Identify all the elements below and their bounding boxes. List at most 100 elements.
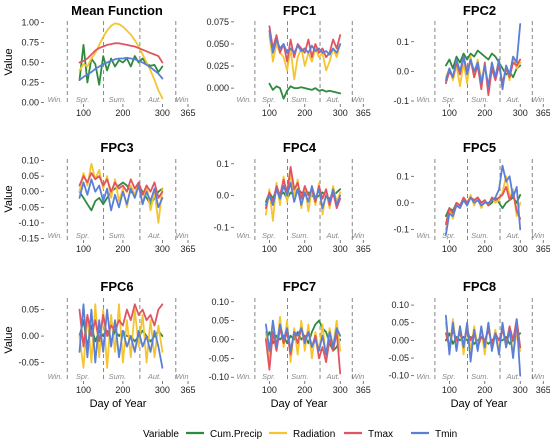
season-label: Spr. <box>262 95 275 104</box>
y-tick-label: 0.05 <box>391 318 409 328</box>
y-tick-label: -0.05 <box>388 353 409 363</box>
series-line-tmax <box>78 42 164 64</box>
season-label: Win. <box>48 372 63 381</box>
x-tick-label: 300 <box>155 108 170 118</box>
series-line-tmin <box>78 178 164 212</box>
y-tick-label: 0.05 <box>21 305 39 315</box>
panel-fpc3: FPC3 Win. Spr. Sum. Aut. Win -0.15 -0.10 -0.05 0.… <box>18 140 195 254</box>
season-label: Win <box>531 372 544 381</box>
x-tick-label: 100 <box>76 385 91 395</box>
x-tick-label: 100 <box>262 108 277 118</box>
x-tick-label: 300 <box>333 244 348 254</box>
panel-title: FPC7 <box>283 279 316 294</box>
series-line-tmin <box>444 164 522 236</box>
y-axis-title: Value <box>3 326 15 353</box>
y-tick-label: -0.1 <box>213 222 229 232</box>
panel-fpc1: FPC1 Win. Spr. Sum. Aut. Win 0.000 0.025 0.050 0.… <box>206 3 370 118</box>
season-label: Spr. <box>262 372 275 381</box>
season-label: Win <box>531 231 544 240</box>
season-label: Spr. <box>262 231 275 240</box>
season-label: Sum. <box>109 231 127 240</box>
y-tick-label: 0.50 <box>21 58 39 68</box>
x-tick-label: 300 <box>513 385 528 395</box>
series-line-tmin <box>264 319 342 356</box>
season-label: Win <box>351 95 364 104</box>
x-tick-label: 365 <box>356 244 371 254</box>
panel-title: Mean Function <box>71 3 163 18</box>
panel-fpc6: FPC6 Win. Spr. Sum. Aut. Win -0.05 0.00 0.05 100 2… <box>18 279 195 395</box>
series-line-tmax <box>268 25 342 63</box>
y-tick-label: 0.00 <box>21 97 39 107</box>
series-line-tmax <box>444 185 522 226</box>
x-tick-label: 365 <box>356 385 371 395</box>
y-tick-label: 0.075 <box>206 17 229 27</box>
season-label: Spr. <box>76 372 89 381</box>
season-label: Sum. <box>291 231 309 240</box>
legend: Variable Cum.Precip Radiation Tmax Tmin <box>143 429 457 440</box>
season-label: Win <box>176 95 189 104</box>
panel-fpc8: FPC8 Win. Spr. Sum. Aut. Win -0.10 -0.05 0.00 0.0… <box>388 279 550 395</box>
season-label: Sum. <box>291 95 309 104</box>
y-axis-title: Value <box>3 48 15 75</box>
season-label: Win. <box>48 95 63 104</box>
y-tick-label: -0.1 <box>393 96 409 106</box>
season-label: Sum. <box>291 372 309 381</box>
panel-title: FPC1 <box>283 3 316 18</box>
x-tick-label: 365 <box>181 108 196 118</box>
y-tick-label: 0.10 <box>21 156 39 166</box>
panel-title: FPC5 <box>463 140 496 155</box>
season-label: Win. <box>236 372 251 381</box>
panel-mean-function: Mean Function Win. Spr. Sum. Aut. Win 0.00 0.25… <box>21 3 195 118</box>
y-tick-label: -0.05 <box>208 353 229 363</box>
series-line-radiation <box>268 34 342 81</box>
panel-title: FPC6 <box>100 279 133 294</box>
x-axis-title: Day of Year <box>90 398 147 410</box>
y-tick-label: 0.05 <box>211 316 229 326</box>
season-label: Win <box>531 95 544 104</box>
season-label: Aut. <box>505 372 519 381</box>
x-tick-label: 365 <box>536 385 550 395</box>
y-tick-label: 1.00 <box>21 18 39 28</box>
season-label: Aut. <box>505 231 519 240</box>
x-axis-title: Day of Year <box>451 398 508 410</box>
y-tick-label: -0.10 <box>208 372 229 382</box>
season-label: Win. <box>48 231 63 240</box>
series-line-tmax <box>78 172 164 199</box>
series-line-tmin <box>444 314 522 377</box>
season-label: Spr. <box>76 231 89 240</box>
y-tick-label: 0.1 <box>216 159 229 169</box>
y-tick-label: 0.00 <box>21 331 39 341</box>
y-tick-label: -0.05 <box>18 202 39 212</box>
panel-title: FPC2 <box>463 3 496 18</box>
season-label: Win <box>176 372 189 381</box>
y-tick-label: 0.25 <box>21 77 39 87</box>
axis-titles-layer: Value Value Value Day of Year Day of Year Day… <box>3 48 508 410</box>
x-tick-label: 200 <box>477 385 492 395</box>
legend-label-cum-precip: Cum.Precip <box>210 429 263 440</box>
x-tick-label: 100 <box>262 385 277 395</box>
x-tick-label: 300 <box>333 385 348 395</box>
x-axis-title: Day of Year <box>271 398 328 410</box>
y-tick-label: -0.10 <box>18 218 39 228</box>
x-tick-label: 200 <box>115 244 130 254</box>
series-line-tmin <box>268 29 342 56</box>
series-line-cum-precip <box>78 44 164 86</box>
x-tick-label: 200 <box>477 108 492 118</box>
legend-label-tmin: Tmin <box>435 429 457 440</box>
y-tick-label: 0.00 <box>391 335 409 345</box>
season-label: Sum. <box>471 372 489 381</box>
panel-fpc4: FPC4 Win. Spr. Sum. Aut. Win -0.1 0.0 0.1 100 200 3… <box>213 140 370 254</box>
x-tick-label: 300 <box>155 385 170 395</box>
series-line-tmin <box>78 303 164 369</box>
y-tick-label: 0.10 <box>211 297 229 307</box>
x-tick-label: 300 <box>513 108 528 118</box>
season-label: Sum. <box>109 95 127 104</box>
y-tick-label: 0.10 <box>391 300 409 310</box>
x-tick-label: 100 <box>76 244 91 254</box>
season-label: Win <box>351 231 364 240</box>
season-label: Win. <box>416 95 431 104</box>
y-tick-label: 0.050 <box>206 39 229 49</box>
x-tick-label: 200 <box>115 385 130 395</box>
panel-title: FPC8 <box>463 279 496 294</box>
